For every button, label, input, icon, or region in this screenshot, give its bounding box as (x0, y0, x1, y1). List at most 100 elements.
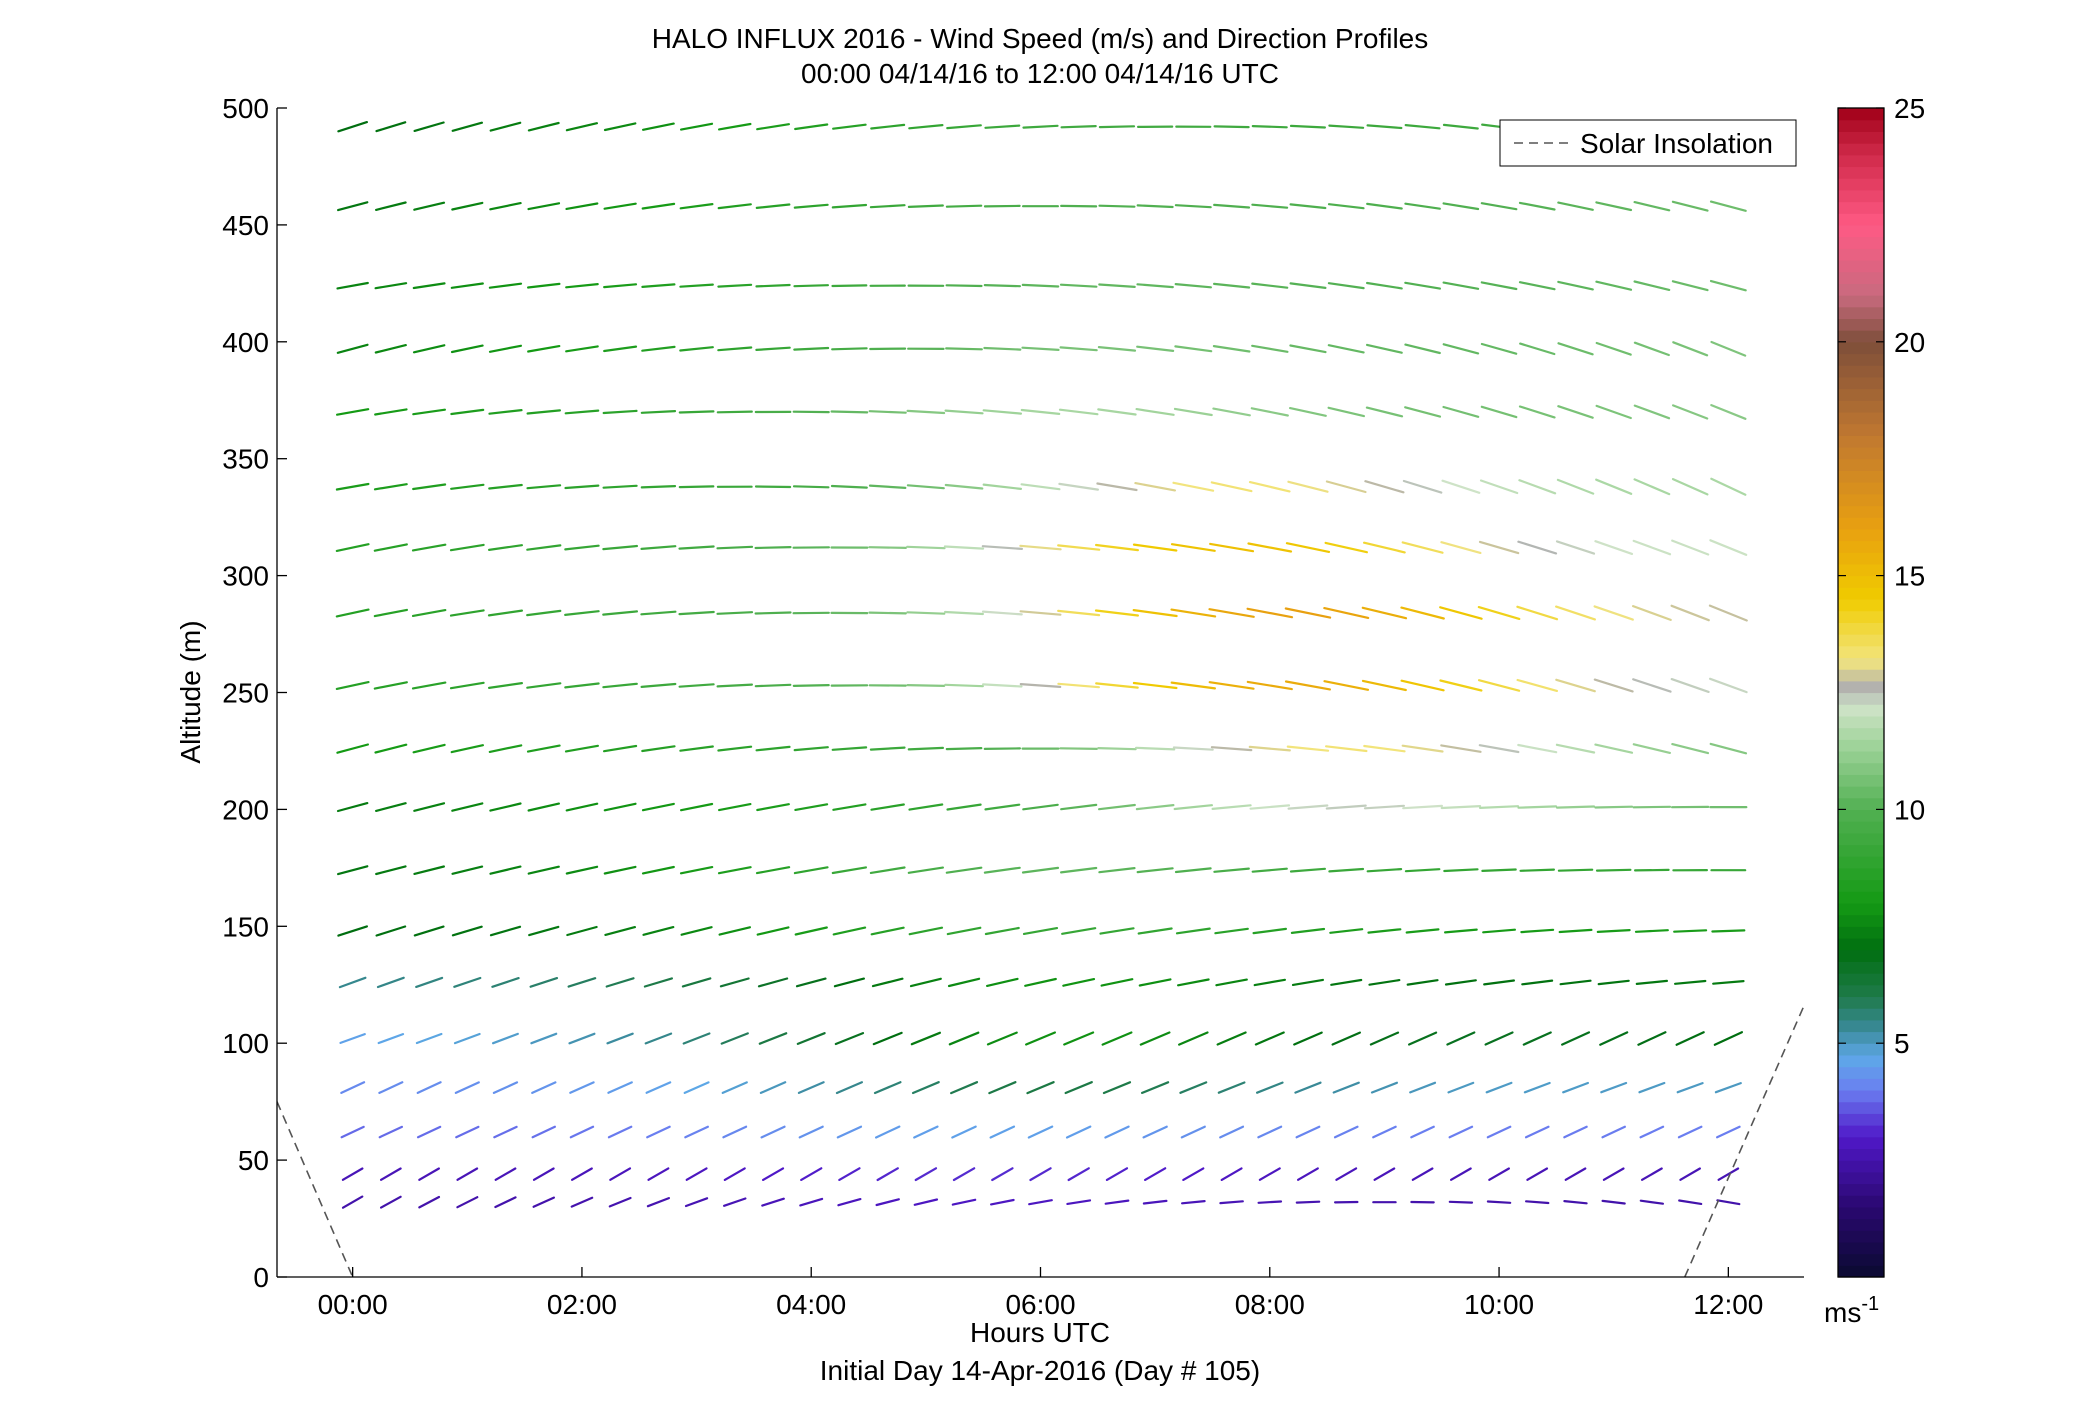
chart-subtitle: 00:00 04/14/16 to 12:00 04/14/16 UTC (801, 58, 1279, 89)
wind-vector (566, 925, 598, 937)
wind-vector (1213, 125, 1250, 129)
wind-vector (526, 282, 561, 289)
wind-vector (717, 866, 752, 875)
wind-vector (1333, 1125, 1359, 1139)
wind-vector (1633, 404, 1671, 420)
wind-vector (335, 608, 370, 618)
wind-vector (413, 865, 445, 876)
wind-vector (1564, 1167, 1587, 1181)
wind-vector (833, 977, 866, 988)
wind-vector (906, 409, 946, 415)
wind-vector (983, 866, 1021, 874)
wind-vector (913, 1125, 939, 1139)
wind-vector (1134, 482, 1177, 492)
wind-vector (984, 926, 1020, 936)
x-tick-label: 08:00 (1235, 1289, 1305, 1320)
wind-vector (640, 545, 677, 551)
wind-vector (1140, 1081, 1170, 1095)
wind-vector (1556, 478, 1595, 495)
wind-vector (683, 1081, 710, 1095)
wind-vector (375, 802, 407, 813)
colorbar-segment (1838, 259, 1884, 273)
wind-vector (1486, 1200, 1512, 1204)
wind-vector (564, 544, 600, 551)
wind-vector (336, 408, 370, 416)
wind-vector (1170, 543, 1216, 552)
wind-vector (1247, 542, 1293, 553)
colorbar-segment (1838, 996, 1884, 1009)
wind-vector (380, 1195, 402, 1209)
wind-vector (373, 543, 408, 552)
wind-vector (1363, 804, 1406, 810)
wind-vector (947, 977, 981, 988)
wind-vector (1367, 928, 1402, 934)
wind-vector (951, 1125, 977, 1139)
colorbar-segment (1838, 224, 1884, 238)
wind-vector (906, 683, 946, 688)
colorbar-segment (1838, 622, 1884, 635)
wind-vector (491, 976, 520, 988)
wind-vector (759, 1081, 787, 1095)
wind-vector (1406, 979, 1439, 986)
wind-vector (1485, 1081, 1513, 1094)
wind-vector (1019, 682, 1062, 689)
wind-vector (868, 484, 907, 489)
wind-vector (1173, 407, 1213, 417)
wind-vector (682, 1032, 711, 1045)
wind-vector (1637, 1031, 1667, 1046)
colorbar-segment (1838, 388, 1884, 401)
wind-vector (1143, 1167, 1167, 1182)
wind-vector (868, 410, 907, 414)
wind-vector (1254, 1031, 1285, 1046)
wind-vector (450, 483, 485, 490)
wind-vector (529, 976, 559, 988)
wind-vector (412, 344, 446, 354)
wind-vector (991, 1167, 1014, 1182)
wind-vector (800, 1167, 823, 1182)
wind-vector (679, 745, 714, 752)
wind-vector (527, 121, 560, 132)
wind-vector (526, 544, 562, 551)
wind-vector (1021, 346, 1060, 351)
wind-vector (1443, 928, 1478, 934)
wind-vector (411, 681, 447, 690)
wind-vector (948, 1031, 980, 1046)
wind-vector (1673, 979, 1707, 985)
wind-vector (1405, 928, 1440, 934)
wind-vector (1248, 481, 1291, 493)
colorbar-segment (1838, 1066, 1884, 1079)
colorbar: 5 10 15 20 25 (1837, 93, 1925, 1278)
wind-vector (1446, 1031, 1476, 1046)
wind-vector (564, 610, 600, 617)
wind-vector (1440, 804, 1482, 810)
wind-vector (489, 865, 522, 875)
wind-vector (1335, 1167, 1358, 1181)
solar-insolation-line (277, 1101, 354, 1277)
wind-vector (493, 1125, 518, 1139)
wind-vector (1595, 201, 1633, 212)
wind-vector (1478, 540, 1520, 555)
wind-vector (645, 1081, 672, 1094)
wind-vector (1708, 677, 1748, 694)
wind-vector (1671, 539, 1710, 556)
wind-vector (1213, 867, 1250, 873)
y-tick-label: 250 (222, 678, 269, 709)
wind-vector (373, 483, 408, 491)
wind-vector (603, 122, 637, 132)
wind-vector (1246, 680, 1293, 691)
wind-vector (908, 123, 944, 130)
wind-vector (1325, 480, 1367, 494)
y-tick-label: 300 (222, 561, 269, 592)
wind-vector (450, 282, 484, 289)
wind-vector (488, 344, 523, 353)
wind-vector (1524, 1125, 1550, 1139)
wind-vector (1557, 868, 1594, 872)
wind-vector (450, 344, 484, 354)
colorbar-segment (1838, 108, 1884, 121)
wind-vector (1638, 1081, 1666, 1094)
wind-vector (375, 201, 407, 211)
wind-vector (1289, 203, 1327, 210)
wind-vector (1671, 742, 1710, 755)
wind-vector (1601, 1199, 1626, 1205)
wind-vector (869, 746, 906, 751)
